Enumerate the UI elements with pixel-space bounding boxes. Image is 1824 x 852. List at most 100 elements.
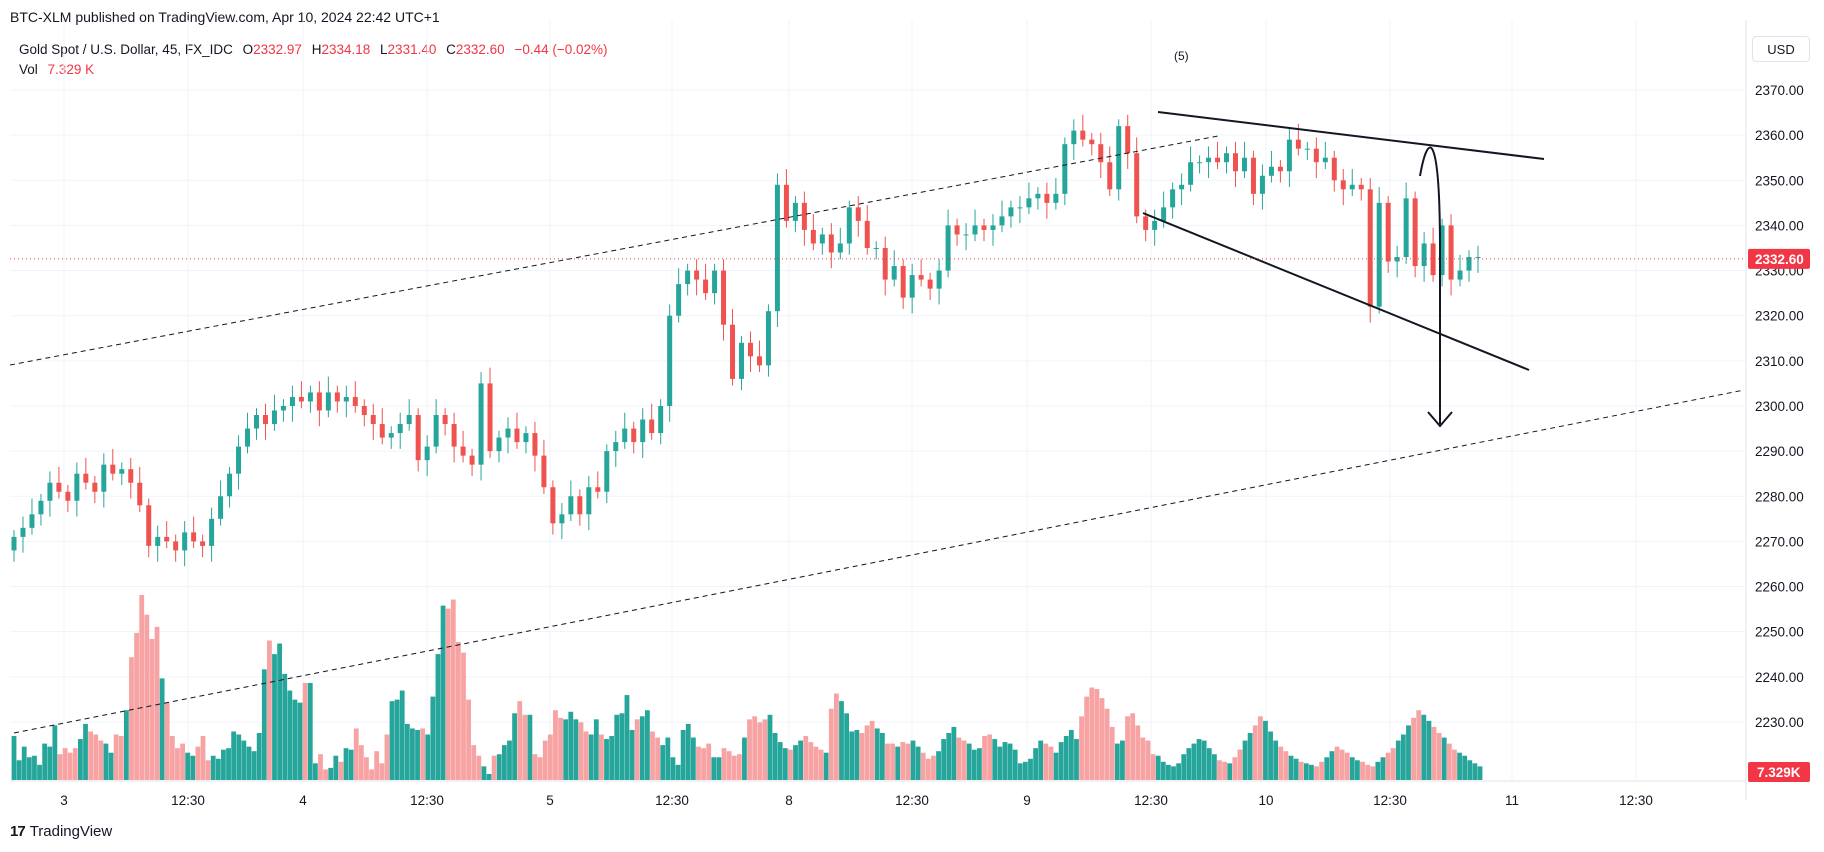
volume-bar <box>292 699 298 780</box>
wedge-upper-line[interactable] <box>1157 111 1545 160</box>
volume-bar <box>496 754 502 780</box>
volume-bar <box>1053 752 1059 780</box>
volume-bar <box>1360 761 1365 780</box>
candle-up <box>586 487 592 515</box>
candle-up <box>397 424 403 434</box>
price-tick-label: 2260.00 <box>1755 580 1804 595</box>
price-tick-label: 2320.00 <box>1755 309 1804 324</box>
volume-bar <box>946 732 952 780</box>
time-tick-label: 5 <box>546 793 554 808</box>
tradingview-logo[interactable]: 17 TradingView <box>10 823 112 840</box>
wedge-lower-line[interactable] <box>1142 212 1530 371</box>
candle-down <box>352 396 358 406</box>
candle-up <box>658 405 664 434</box>
volume-bar <box>808 742 814 780</box>
candle-up <box>1349 184 1355 190</box>
channel-lower-line[interactable] <box>13 389 1745 734</box>
volume-bar <box>318 754 323 780</box>
volume-bar <box>93 734 99 780</box>
volume-bar <box>614 714 620 780</box>
candle-down <box>577 496 583 515</box>
candle-down <box>550 487 556 524</box>
volume-bar <box>1247 732 1253 780</box>
volume-bar <box>1058 742 1064 780</box>
time-axis[interactable]: 3 12:30 4 12:30 5 12:30 8 12:30 9 12:30 10 12:30 11 1… <box>60 793 1653 808</box>
volume-bar <box>1043 743 1049 780</box>
channel-upper-line[interactable] <box>9 135 1219 366</box>
volume-bar <box>1186 748 1192 780</box>
candle-down <box>379 424 385 438</box>
volume-bar <box>747 719 752 780</box>
volume-bar <box>982 736 987 780</box>
candle-down <box>1125 126 1131 154</box>
volume-bar <box>1283 751 1289 780</box>
volume-bar <box>200 736 206 780</box>
volume-bar <box>716 757 722 780</box>
volume-bar <box>1002 742 1008 780</box>
candle-up <box>792 202 798 221</box>
volume-bar <box>507 740 512 780</box>
volume-bar <box>1232 757 1238 780</box>
candle-up <box>1421 243 1427 267</box>
volume-bar <box>966 743 972 780</box>
volume-bar <box>98 740 104 780</box>
candle-up <box>1457 270 1463 280</box>
candle-down <box>1277 166 1283 172</box>
volume-bar <box>711 757 717 780</box>
price-tick-label: 2360.00 <box>1755 128 1804 143</box>
volume-bar <box>634 719 640 780</box>
volume-bar <box>782 748 788 780</box>
candle-up <box>325 392 331 411</box>
candle-up <box>1179 184 1185 190</box>
candle-up <box>819 234 825 244</box>
candle-up <box>622 428 628 443</box>
candle-up <box>1304 148 1310 150</box>
candle-down <box>469 455 475 465</box>
candle-up <box>1197 162 1203 164</box>
volume-bar <box>1319 761 1325 780</box>
volume-bar <box>1446 743 1452 780</box>
volume-bar <box>1257 716 1263 780</box>
high-value: 2334.18 <box>321 42 371 57</box>
candle-up <box>667 315 673 406</box>
volume-bar <box>149 638 155 780</box>
volume-bar <box>1426 720 1432 780</box>
candle-up <box>227 473 233 497</box>
candle-down <box>92 482 98 492</box>
price-axis[interactable]: 2370.002360.002350.002340.002330.002320.… <box>10 83 1810 782</box>
volume-label[interactable]: Vol <box>19 62 38 77</box>
volume-bar <box>389 701 395 780</box>
volume-bar <box>1421 714 1427 780</box>
volume-bar <box>1400 734 1406 780</box>
candle-down <box>298 396 304 402</box>
volume-bar <box>190 755 196 780</box>
volume-bar <box>639 716 645 780</box>
candle-up <box>155 536 161 546</box>
candle-up <box>559 514 565 524</box>
volume-bar <box>1150 754 1156 780</box>
volume-bar <box>1217 760 1222 780</box>
projection-arrow-line[interactable] <box>1419 146 1441 425</box>
volume-bar <box>455 642 461 780</box>
candle-down <box>595 487 601 492</box>
candle-up <box>1322 157 1328 163</box>
candle-up <box>1116 126 1122 190</box>
volume-bar <box>553 710 558 780</box>
candle-down <box>541 455 547 488</box>
symbol-name[interactable]: Gold Spot / U.S. Dollar, 45, FX_IDC <box>19 42 233 57</box>
volume-bar <box>379 763 385 780</box>
volume-bar <box>644 710 650 780</box>
candle-up <box>640 419 646 443</box>
trend-drawings <box>9 111 1745 734</box>
volume-bar <box>1462 755 1468 780</box>
candle-down <box>954 225 960 235</box>
volume-bar <box>1411 717 1416 780</box>
volume-bar <box>78 739 83 780</box>
currency-button[interactable]: USD <box>1752 36 1810 62</box>
volume-bar <box>558 717 563 780</box>
candle-up <box>218 496 224 519</box>
volume-bar <box>113 734 119 780</box>
candle-up <box>1170 189 1176 208</box>
candle-up <box>1376 202 1382 307</box>
